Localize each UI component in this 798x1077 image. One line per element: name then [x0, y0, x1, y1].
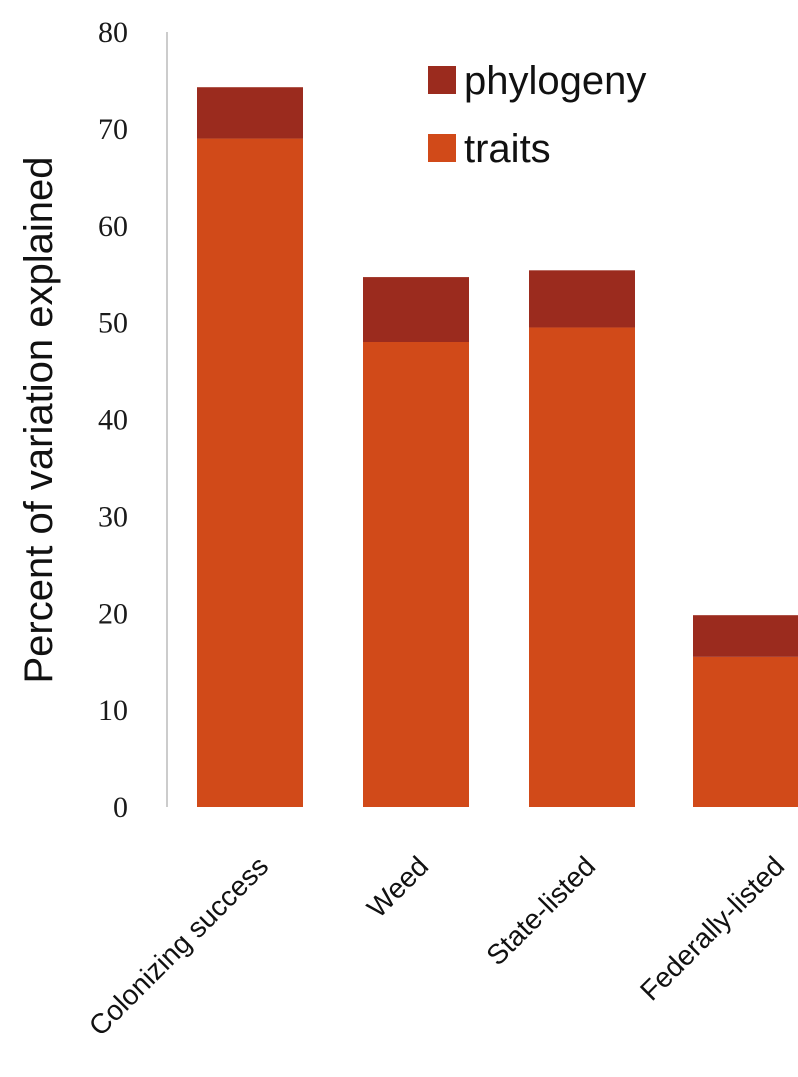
y-tick-label: 10	[98, 694, 128, 727]
y-axis-label: Percent of variation explained	[17, 157, 61, 684]
y-tick-label: 20	[98, 597, 128, 630]
y-tick-label: 60	[98, 210, 128, 243]
legend-label-phylogeny: phylogeny	[464, 59, 646, 103]
bar-traits-2	[529, 327, 635, 807]
y-tick-label: 80	[98, 16, 128, 49]
y-tick-label: 40	[98, 404, 128, 437]
bar-traits-3	[693, 656, 798, 807]
legend: phylogeny traits	[428, 59, 646, 171]
bar-phylogeny-3	[693, 615, 798, 657]
category-labels: Colonizing success Weed State-listed Federa…	[83, 850, 790, 1041]
y-tick-label: 70	[98, 113, 128, 146]
legend-label-traits: traits	[464, 127, 551, 171]
category-label: State-listed	[480, 850, 601, 971]
legend-swatch-phylogeny	[428, 66, 456, 94]
category-label: Federally-listed	[634, 850, 790, 1006]
category-label: Weed	[361, 850, 434, 923]
bar-phylogeny-0	[197, 87, 303, 139]
bars	[197, 87, 798, 807]
bar-traits-0	[197, 138, 303, 807]
legend-swatch-traits	[428, 134, 456, 162]
y-tick-label: 0	[113, 791, 128, 824]
bar-traits-1	[363, 342, 469, 807]
bar-phylogeny-2	[529, 270, 635, 328]
category-label: Colonizing success	[83, 850, 274, 1041]
y-tick-label: 30	[98, 500, 128, 533]
y-tick-labels: 0 10 20 30 40 50 60 70 80	[98, 16, 128, 824]
y-tick-label: 50	[98, 307, 128, 340]
bar-phylogeny-1	[363, 277, 469, 342]
